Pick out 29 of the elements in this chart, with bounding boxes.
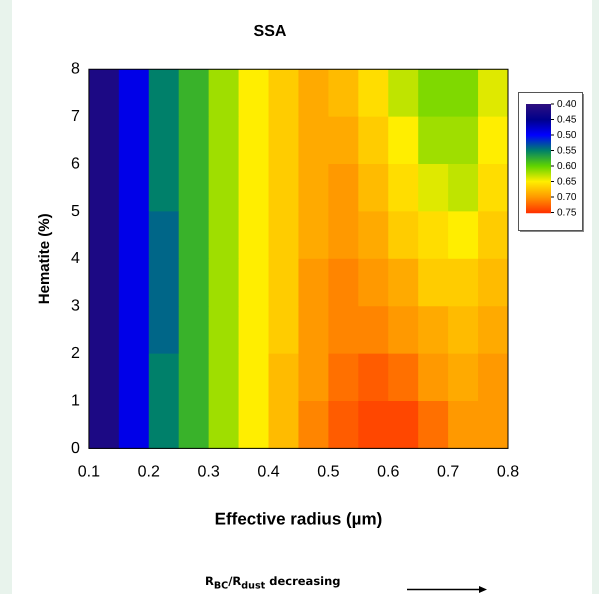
color-bar-label: 0.40 <box>557 98 577 110</box>
y-axis-title: Hematite (%) <box>36 213 54 304</box>
x-axis-title: Effective radius (µm) <box>214 509 382 528</box>
color-bar-label: 0.55 <box>557 145 577 156</box>
chart-title: SSA <box>254 23 287 40</box>
color-bar-label: 0.50 <box>557 130 577 141</box>
color-bar-label: 0.60 <box>557 160 577 172</box>
y-tick-label: 6 <box>70 155 80 172</box>
x-tick-label: 0.1 <box>78 463 100 480</box>
y-tick-label: 0 <box>70 440 80 457</box>
color-bar-label: 0.45 <box>557 114 577 126</box>
color-bar-label: 0.70 <box>557 192 577 203</box>
x-tick-label: 0.7 <box>437 463 460 480</box>
color-bar-label: 0.65 <box>557 176 577 188</box>
y-tick-label: 4 <box>70 250 80 268</box>
color-bar-label: 0.75 <box>557 207 577 218</box>
y-tick-label: 1 <box>70 392 80 410</box>
x-tick-label: 0.4 <box>257 463 280 480</box>
x-tick-label: 0.3 <box>198 463 220 480</box>
y-tick-label: 7 <box>70 108 80 126</box>
y-tick-label: 5 <box>70 202 80 220</box>
x-tick-label: 0.6 <box>377 463 400 480</box>
x-tick-label: 0.5 <box>317 463 340 480</box>
y-tick-label: 3 <box>70 298 80 315</box>
x-tick-label: 0.2 <box>138 463 160 480</box>
text: R$_{BC}$/R$_{dust}$ decreasing <box>205 574 341 592</box>
y-tick-label: 8 <box>70 60 80 78</box>
x-tick-label: 0.8 <box>496 463 520 480</box>
y-tick-label: 2 <box>70 345 80 362</box>
